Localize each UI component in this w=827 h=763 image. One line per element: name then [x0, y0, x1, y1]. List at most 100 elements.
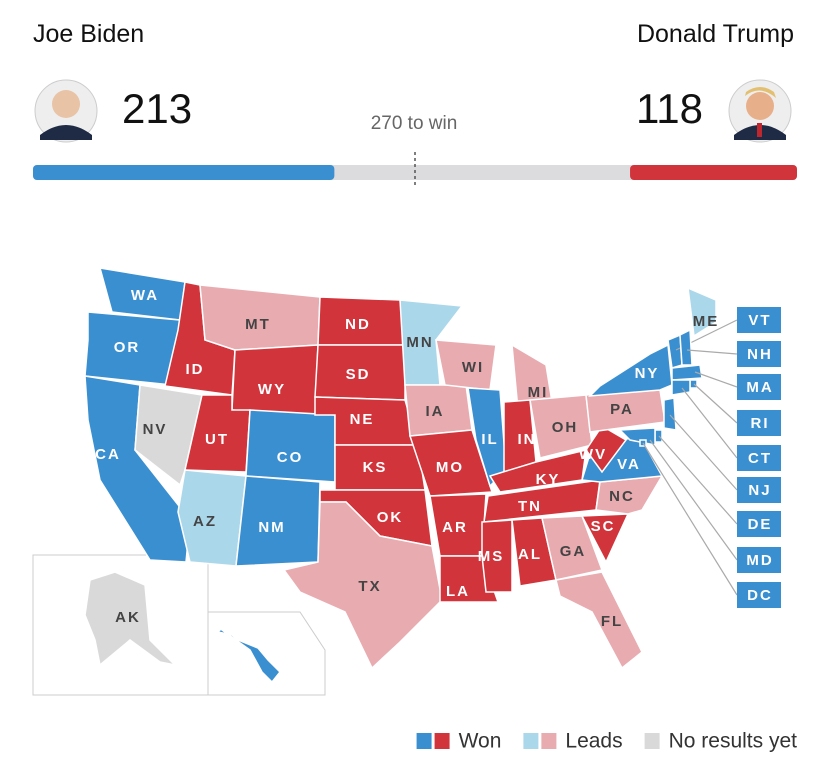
state	[654, 429, 663, 443]
legend-swatch	[523, 733, 539, 749]
callout-line	[649, 439, 738, 561]
state-label: MO	[436, 459, 464, 476]
state	[585, 424, 628, 474]
state	[481, 519, 513, 593]
state-label: NM	[258, 519, 285, 536]
state	[282, 501, 443, 670]
state	[488, 449, 587, 493]
state-label: WV	[579, 446, 607, 463]
legend-label: Won	[459, 730, 502, 753]
state-label: KS	[363, 459, 388, 476]
state-label: NH	[747, 346, 773, 363]
state-label: OH	[552, 419, 579, 436]
legend: No results yet Leads Won	[416, 730, 797, 753]
state	[214, 624, 282, 684]
state-label: NE	[350, 411, 375, 428]
callout-line	[642, 442, 738, 596]
electoral-votes: 213	[122, 85, 192, 132]
state-label: VT	[748, 312, 771, 329]
state	[687, 286, 717, 338]
inset-frame	[207, 611, 326, 696]
state-label: KY	[536, 471, 561, 488]
callout-line	[693, 383, 738, 424]
callout-box	[737, 582, 781, 608]
state-label: CA	[95, 446, 121, 463]
state-label: PA	[610, 401, 634, 418]
state-label: IN	[518, 431, 537, 448]
state	[595, 475, 664, 515]
callout-line	[669, 414, 738, 491]
callout-line	[694, 371, 738, 388]
state-label: NC	[609, 488, 635, 505]
callout-box	[737, 547, 781, 573]
callout-box	[737, 341, 781, 367]
state-label: MA	[746, 379, 773, 396]
avatar	[34, 79, 98, 143]
callout-line	[658, 435, 738, 525]
state-label: WA	[131, 287, 159, 304]
state	[134, 384, 203, 487]
callout-box	[737, 374, 781, 400]
callout-box	[737, 410, 781, 436]
state-label: DE	[748, 516, 773, 533]
state-label: TX	[358, 578, 381, 595]
state	[541, 515, 604, 581]
state	[84, 311, 181, 386]
state-label: UT	[205, 431, 229, 448]
callout-box	[737, 511, 781, 537]
legend-label: Leads	[565, 730, 622, 753]
state-label: WI	[462, 359, 484, 376]
candidate-name: Donald Trump	[637, 20, 794, 48]
state	[84, 571, 178, 667]
state-label: WY	[258, 381, 286, 398]
state-label: RI	[751, 415, 770, 432]
state-label: CO	[277, 449, 304, 466]
state-label: CT	[748, 450, 772, 467]
callout-box	[737, 477, 781, 503]
state-label: MI	[528, 384, 549, 401]
state-label: MN	[406, 334, 433, 351]
legend-swatch	[416, 733, 432, 749]
legend-swatch	[644, 733, 660, 749]
bar-segment	[630, 165, 797, 180]
state	[663, 397, 677, 431]
state-label: ND	[345, 316, 371, 333]
state-label: ME	[693, 313, 720, 330]
state	[177, 469, 247, 567]
state-label: MS	[478, 548, 505, 565]
threshold-label: 270 to win	[371, 113, 458, 134]
state-label: VA	[617, 456, 641, 473]
state-label: OR	[114, 339, 141, 356]
bar-segment	[33, 165, 335, 180]
state-label: GA	[560, 543, 587, 560]
callout-line	[681, 387, 738, 459]
state-label: LA	[446, 583, 470, 600]
state-label: SD	[346, 366, 371, 383]
electoral-votes: 118	[636, 85, 703, 132]
progress-bar	[33, 152, 797, 188]
state	[399, 299, 464, 386]
state	[245, 409, 336, 483]
state	[555, 571, 643, 670]
callout-box	[737, 445, 781, 471]
state	[588, 343, 673, 397]
state-label: SC	[591, 518, 616, 535]
legend-swatch	[434, 733, 450, 749]
state-label: MD	[746, 552, 773, 569]
legend-swatch	[541, 733, 557, 749]
state	[689, 379, 698, 389]
state-label: DC	[747, 587, 773, 604]
state	[580, 513, 630, 564]
state-label: ID	[186, 361, 205, 378]
state	[671, 364, 703, 381]
state-label: FL	[601, 613, 623, 630]
state-label: AZ	[193, 513, 217, 530]
us-map: WA OR CA NV ID MT WY UT CO AZ NM ND SD NE KS OK TX MN IA MO…	[32, 267, 781, 696]
state-label: MT	[245, 316, 271, 333]
state	[671, 379, 691, 396]
state	[408, 429, 494, 497]
state-label: NV	[143, 421, 168, 438]
state-label: NY	[635, 365, 660, 382]
state-label: OK	[377, 509, 404, 526]
